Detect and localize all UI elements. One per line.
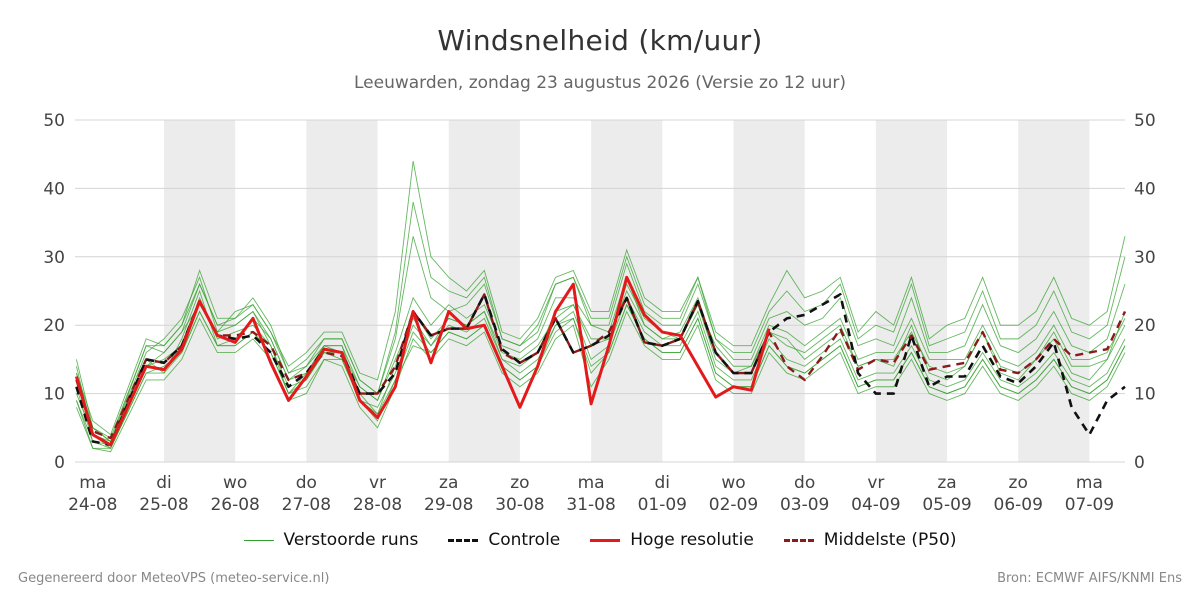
legend-swatch-controle — [448, 538, 479, 542]
legend-item-middelste-p50[interactable]: Middelste (P50) — [783, 530, 957, 550]
chart-legend: Verstoorde runs Controle Hoge resolutie … — [0, 530, 1200, 550]
x-tick-day-label: za — [937, 473, 956, 493]
x-tick-day-label: ma — [79, 473, 106, 493]
day-shade-band — [448, 120, 520, 462]
legend-swatch-hoge-resolutie — [590, 538, 621, 542]
day-shade-band — [733, 120, 805, 462]
y-tick-label-right: 40 — [1134, 179, 1156, 199]
x-tick-date-label: 06-09 — [994, 495, 1043, 515]
legend-item-verstoorde-runs[interactable]: Verstoorde runs — [243, 530, 419, 550]
legend-swatch-verstoorde-runs — [243, 539, 274, 541]
legend-label-middelste-p50: Middelste (P50) — [823, 530, 957, 550]
x-tick-date-label: 25-08 — [139, 495, 188, 515]
footer-source: Bron: ECMWF AIFS/KNMI Ens — [997, 571, 1182, 586]
x-tick-date-label: 29-08 — [424, 495, 473, 515]
ensemble-member-line — [75, 201, 1126, 439]
x-tick-date-label: 05-09 — [922, 495, 971, 515]
y-tick-label-right: 0 — [1134, 453, 1145, 473]
x-tick-date-label: 01-09 — [638, 495, 687, 515]
legend-label-controle: Controle — [488, 530, 561, 550]
ensemble-member-line — [75, 283, 1126, 443]
x-tick-date-label: 26-08 — [210, 495, 259, 515]
x-tick-date-label: 07-09 — [1065, 495, 1114, 515]
y-tick-label-right: 20 — [1134, 316, 1156, 336]
legend-item-hoge-resolutie[interactable]: Hoge resolutie — [590, 530, 754, 550]
x-tick-day-label: ma — [1076, 473, 1103, 493]
y-tick-label-left: 10 — [43, 385, 65, 405]
x-tick-day-label: wo — [721, 473, 745, 493]
x-tick-day-label: vr — [867, 473, 884, 493]
y-tick-label-left: 20 — [43, 316, 65, 336]
x-tick-day-label: di — [655, 473, 671, 493]
x-tick-day-label: wo — [223, 473, 247, 493]
x-tick-date-label: 02-09 — [709, 495, 758, 515]
x-tick-date-label: 30-08 — [495, 495, 544, 515]
chart-subtitle: Leeuwarden, zondag 23 augustus 2026 (Ver… — [354, 73, 846, 93]
ensemble-member-line — [75, 236, 1126, 436]
series-line-hoge-resolutie — [74, 275, 771, 447]
x-tick-day-label: do — [296, 473, 317, 493]
y-tick-label-left: 0 — [54, 453, 65, 473]
y-tick-label-left: 40 — [43, 179, 65, 199]
y-tick-label-right: 50 — [1134, 111, 1156, 131]
x-tick-date-label: 27-08 — [282, 495, 331, 515]
y-tick-label-right: 30 — [1134, 248, 1156, 268]
x-tick-date-label: 03-09 — [780, 495, 829, 515]
series-line-middelste-p50 — [75, 293, 1127, 440]
series-line-controle — [75, 293, 1126, 447]
x-tick-date-label: 04-09 — [851, 495, 900, 515]
x-tick-day-label: za — [439, 473, 458, 493]
ensemble-member-line — [76, 310, 1126, 453]
footer-credit: Gegenereerd door MeteoVPS (meteo-service… — [18, 571, 330, 586]
chart-title: Windsnelheid (km/uur) — [437, 24, 763, 57]
x-tick-day-label: do — [794, 473, 815, 493]
y-tick-label-left: 30 — [43, 248, 65, 268]
x-tick-day-label: di — [156, 473, 172, 493]
legend-label-hoge-resolutie: Hoge resolutie — [630, 530, 754, 550]
day-shade-band — [306, 120, 378, 462]
x-tick-date-label: 24-08 — [68, 495, 117, 515]
x-tick-day-label: zo — [1009, 473, 1028, 493]
x-tick-day-label: vr — [369, 473, 386, 493]
legend-item-controle[interactable]: Controle — [448, 530, 560, 550]
x-tick-date-label: 31-08 — [566, 495, 615, 515]
x-tick-day-label: zo — [510, 473, 529, 493]
legend-label-verstoorde-runs: Verstoorde runs — [283, 530, 419, 550]
day-shade-band — [875, 120, 948, 462]
y-tick-label-right: 10 — [1134, 385, 1156, 405]
x-tick-day-label: ma — [578, 473, 605, 493]
legend-swatch-middelste-p50 — [783, 538, 814, 542]
y-tick-label-left: 50 — [43, 111, 65, 131]
x-tick-date-label: 28-08 — [353, 495, 402, 515]
